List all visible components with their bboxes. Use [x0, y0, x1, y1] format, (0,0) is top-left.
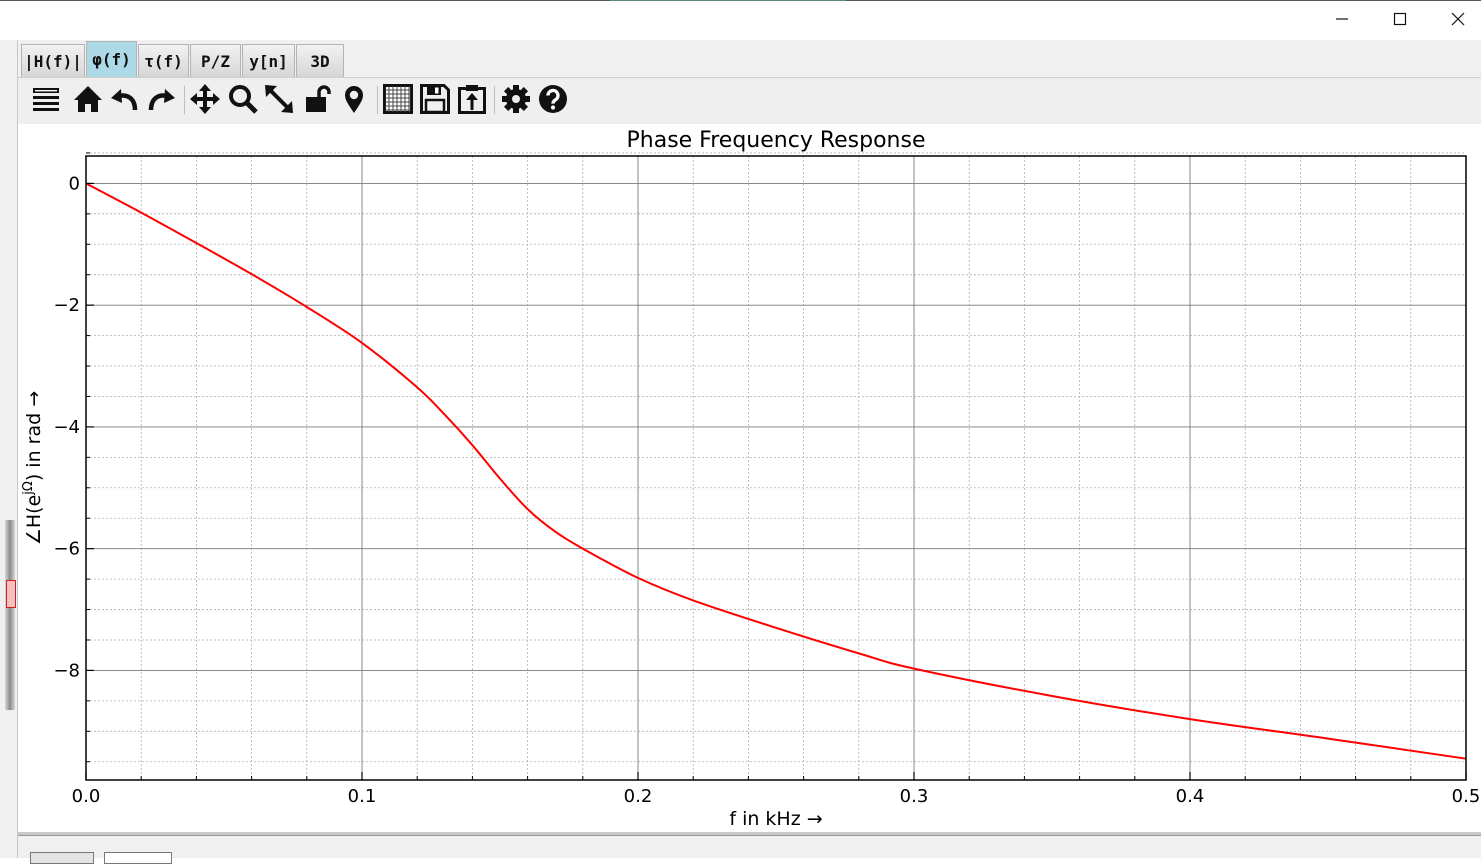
- maximize-button[interactable]: [1371, 1, 1429, 37]
- lock-icon: [302, 84, 332, 114]
- copy-to-clipboard-button[interactable]: [455, 82, 489, 116]
- title-bar: [0, 1, 1481, 39]
- tab-3d[interactable]: 3D: [296, 44, 344, 77]
- x-tick-label: 0.1: [348, 786, 377, 807]
- settings-button[interactable]: [499, 82, 533, 116]
- minor-grid: [86, 152, 1466, 780]
- save-button[interactable]: [418, 82, 452, 116]
- help-button[interactable]: [536, 82, 570, 116]
- pan-icon: [190, 84, 220, 114]
- tab-magnitude[interactable]: |H(f)|: [21, 44, 85, 77]
- x-tick-label: 0.0: [72, 786, 101, 807]
- bottom-bar: [18, 832, 1481, 864]
- tab-pole-zero[interactable]: P/Z: [190, 44, 241, 77]
- chart-title: Phase Frequency Response: [627, 128, 926, 153]
- menu-button[interactable]: [29, 82, 63, 116]
- plot-toolbar: [18, 77, 1481, 124]
- grid-button[interactable]: [381, 82, 415, 116]
- maximize-icon: [1393, 12, 1407, 26]
- y-tick-label: −2: [53, 295, 80, 316]
- zoom-icon: [228, 84, 258, 114]
- curves: [85, 182, 1467, 760]
- phase-response-chart[interactable]: 0.0 0.1 0.2 0.3 0.4 0.5 0 −2 −4 −6 −8 Phase Frequ…: [18, 124, 1481, 832]
- x-axis-label: f in kHz →: [729, 808, 822, 830]
- splitter-handle[interactable]: [6, 580, 16, 608]
- tab-group-delay[interactable]: τ(f): [138, 44, 189, 77]
- bottom-button-2[interactable]: [104, 852, 172, 864]
- full-view-button[interactable]: [262, 82, 296, 116]
- marker-button[interactable]: [337, 82, 371, 116]
- tab-phase[interactable]: φ(f): [86, 41, 137, 77]
- ticks: [85, 152, 1467, 780]
- marker-icon: [339, 84, 369, 114]
- full-view-icon: [264, 84, 294, 114]
- splitter-line[interactable]: [18, 832, 1481, 836]
- grid-icon: [383, 84, 413, 114]
- redo-icon: [147, 84, 177, 114]
- y-tick-labels: 0 −2 −4 −6 −8: [53, 173, 80, 681]
- toolbar-separator: [377, 86, 378, 114]
- pan-button[interactable]: [188, 82, 222, 116]
- home-icon: [73, 84, 103, 114]
- y-tick-label: −4: [53, 417, 80, 438]
- lock-button[interactable]: [300, 82, 334, 116]
- home-button[interactable]: [71, 82, 105, 116]
- toolbar-separator: [494, 86, 495, 114]
- splitter-strip[interactable]: [5, 520, 15, 710]
- tab-impulse-response[interactable]: y[n]: [242, 44, 295, 77]
- help-icon: [538, 84, 568, 114]
- minimize-button[interactable]: [1313, 1, 1371, 37]
- y-tick-label: 0: [69, 173, 80, 194]
- close-button[interactable]: [1429, 1, 1481, 37]
- phase-curve: [85, 182, 1467, 760]
- clipboard-icon: [457, 84, 487, 114]
- x-tick-label: 0.5: [1452, 786, 1481, 807]
- y-tick-label: −6: [53, 539, 80, 560]
- x-tick-label: 0.3: [900, 786, 929, 807]
- x-tick-label: 0.2: [624, 786, 653, 807]
- settings-icon: [501, 84, 531, 114]
- zoom-button[interactable]: [226, 82, 260, 116]
- undo-icon: [109, 84, 139, 114]
- minimize-icon: [1335, 12, 1349, 26]
- left-panel-edge: [0, 40, 18, 858]
- bottom-button-1[interactable]: [30, 852, 94, 864]
- plot-tabs: |H(f)| φ(f) τ(f) P/Z y[n] 3D: [18, 40, 1481, 78]
- axes-frame: [85, 155, 1467, 781]
- y-tick-label: −8: [53, 660, 80, 681]
- x-tick-label: 0.4: [1176, 786, 1205, 807]
- close-icon: [1451, 12, 1465, 26]
- plot-area[interactable]: 0.0 0.1 0.2 0.3 0.4 0.5 0 −2 −4 −6 −8 Phase Frequ…: [18, 124, 1481, 832]
- save-icon: [420, 84, 450, 114]
- y-axis-label: ∠H(ejΩ) in rad →: [21, 391, 45, 545]
- undo-button[interactable]: [107, 82, 141, 116]
- menu-icon: [31, 84, 61, 114]
- major-grid: [85, 156, 1467, 780]
- toolbar-separator: [184, 86, 185, 114]
- redo-button[interactable]: [145, 82, 179, 116]
- x-tick-labels: 0.0 0.1 0.2 0.3 0.4 0.5: [72, 786, 1481, 807]
